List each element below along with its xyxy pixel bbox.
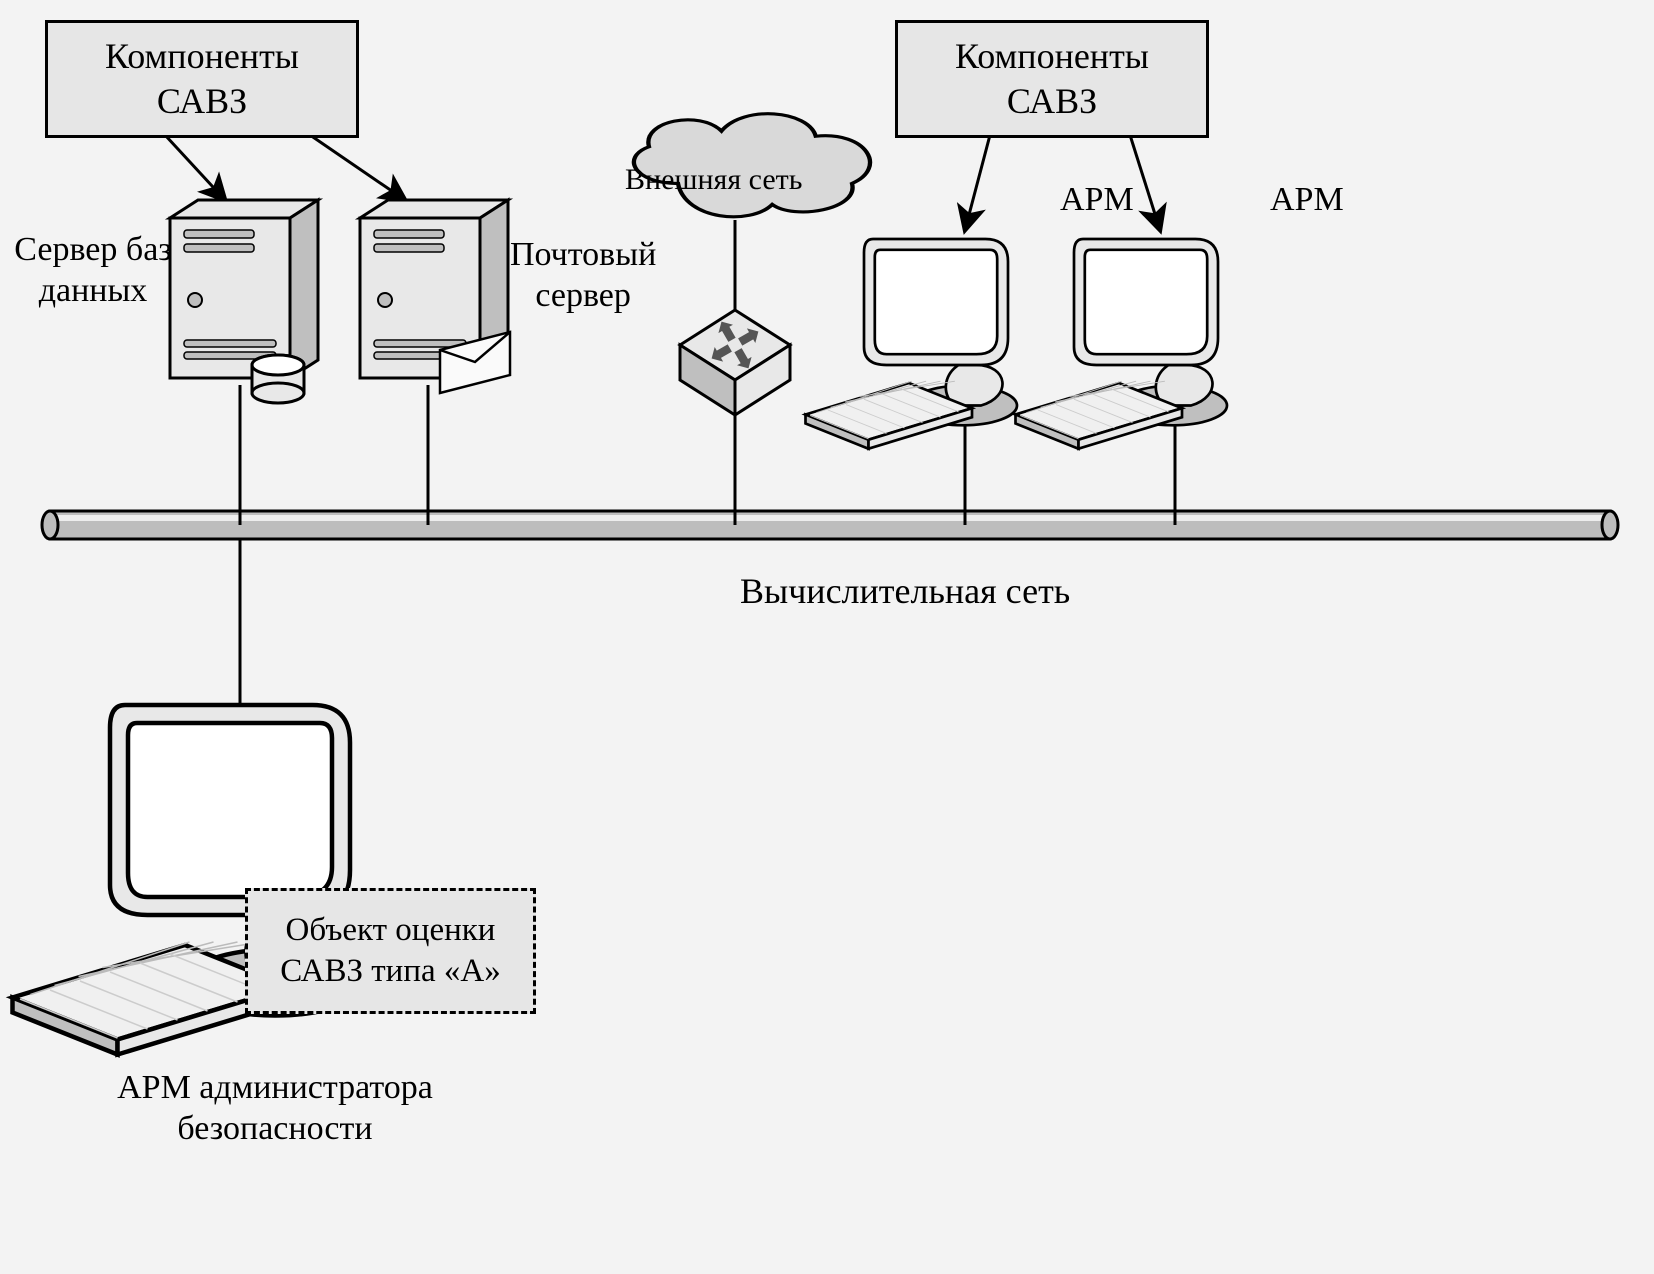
- server-icon: [170, 200, 318, 403]
- savz-right-l2: САВЗ: [1007, 81, 1097, 121]
- savz-left-l2: САВЗ: [157, 81, 247, 121]
- arm2-label: АРМ: [1270, 180, 1344, 221]
- db-server-label: Сервер баз данных: [8, 230, 178, 312]
- arm1-label: АРМ: [1060, 180, 1134, 221]
- oo-l2: САВЗ типа «А»: [280, 953, 500, 989]
- switch-icon: [680, 310, 790, 415]
- workstation-icon: [1016, 239, 1228, 449]
- savz-box-left: Компоненты САВЗ: [45, 20, 359, 138]
- external-net-label: Внешняя сеть: [625, 162, 802, 198]
- bus-label: Вычислительная сеть: [740, 570, 1070, 613]
- savz-box-right: Компоненты САВЗ: [895, 20, 1209, 138]
- mail-server-label: Почтовый сервер: [510, 235, 656, 317]
- pointer-arrow: [965, 135, 990, 230]
- oo-l1: Объект оценки: [286, 912, 496, 948]
- server-icon: [360, 200, 510, 393]
- pointer-arrow: [310, 135, 405, 200]
- pointer-arrow: [165, 135, 225, 200]
- pointer-arrow: [1130, 135, 1160, 230]
- cloud-icon: [634, 114, 870, 310]
- savz-right-l1: Компоненты: [955, 36, 1149, 76]
- workstation-icon: [806, 239, 1018, 449]
- evaluation-object-box: Объект оценки САВЗ типа «А»: [245, 888, 536, 1014]
- admin-label: АРМ администратора безопасности: [75, 1068, 475, 1150]
- network-bus: [42, 511, 1618, 539]
- savz-left-l1: Компоненты: [105, 36, 299, 76]
